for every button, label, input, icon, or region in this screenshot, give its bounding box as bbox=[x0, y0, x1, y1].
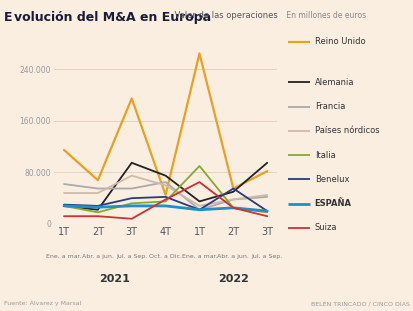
Text: Suiza: Suiza bbox=[314, 224, 336, 232]
Text: Abr. a jun.: Abr. a jun. bbox=[217, 254, 249, 259]
Text: Oct. a Dic.: Oct. a Dic. bbox=[149, 254, 182, 259]
Text: Ene. a mar.: Ene. a mar. bbox=[46, 254, 82, 259]
Text: Francia: Francia bbox=[314, 102, 344, 111]
Text: Jul. a Sep.: Jul. a Sep. bbox=[251, 254, 282, 259]
Text: Abr. a jun.: Abr. a jun. bbox=[82, 254, 114, 259]
Text: Alemania: Alemania bbox=[314, 78, 353, 87]
Text: BELÉN TRINCADO / CINCO DÍAS: BELÉN TRINCADO / CINCO DÍAS bbox=[310, 301, 409, 306]
Text: Reino Unido: Reino Unido bbox=[314, 38, 364, 46]
Text: Valor de las operaciones: Valor de las operaciones bbox=[171, 11, 277, 20]
Text: Ene. a mar.: Ene. a mar. bbox=[181, 254, 217, 259]
Text: Jul. a Sep.: Jul. a Sep. bbox=[116, 254, 147, 259]
Text: volución del M&A en Europa: volución del M&A en Europa bbox=[14, 11, 211, 24]
Text: 2021: 2021 bbox=[99, 274, 130, 284]
Text: Benelux: Benelux bbox=[314, 175, 348, 184]
Text: Fuente: Álvarez y Marsal: Fuente: Álvarez y Marsal bbox=[4, 300, 81, 306]
Text: Países nórdicos: Países nórdicos bbox=[314, 127, 378, 135]
Text: 2022: 2022 bbox=[217, 274, 248, 284]
Text: Italia: Italia bbox=[314, 151, 335, 160]
Text: En millones de euros: En millones de euros bbox=[283, 11, 365, 20]
Text: ESPAÑA: ESPAÑA bbox=[314, 199, 351, 208]
Text: E: E bbox=[4, 11, 13, 24]
